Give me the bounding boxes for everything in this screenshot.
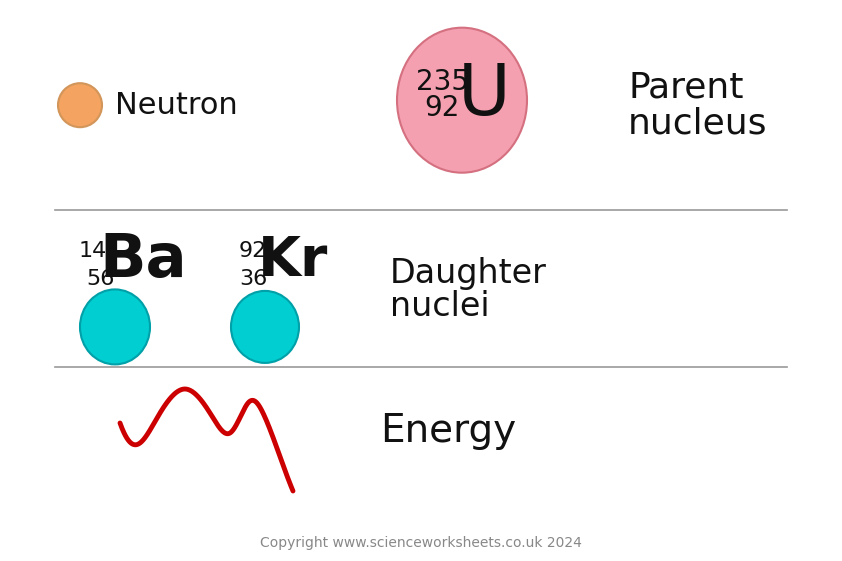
Text: 141: 141 xyxy=(79,241,121,261)
Text: Copyright www.scienceworksheets.co.uk 2024: Copyright www.scienceworksheets.co.uk 20… xyxy=(260,536,582,550)
Text: Ba: Ba xyxy=(99,232,187,291)
Text: Kr: Kr xyxy=(258,234,328,288)
Text: 92: 92 xyxy=(239,241,267,261)
Text: Parent: Parent xyxy=(628,70,743,104)
Text: Daughter: Daughter xyxy=(390,257,546,291)
Text: nuclei: nuclei xyxy=(390,291,490,323)
Text: U: U xyxy=(457,61,510,130)
Text: 56: 56 xyxy=(86,269,115,289)
Text: Energy: Energy xyxy=(380,412,516,450)
Text: 36: 36 xyxy=(239,269,267,289)
Text: Neutron: Neutron xyxy=(115,91,237,119)
Text: nucleus: nucleus xyxy=(628,106,768,140)
Ellipse shape xyxy=(231,291,299,363)
Ellipse shape xyxy=(80,289,150,365)
Text: 235: 235 xyxy=(415,68,468,96)
Ellipse shape xyxy=(397,27,527,173)
Ellipse shape xyxy=(58,83,102,127)
Text: 92: 92 xyxy=(424,94,460,122)
